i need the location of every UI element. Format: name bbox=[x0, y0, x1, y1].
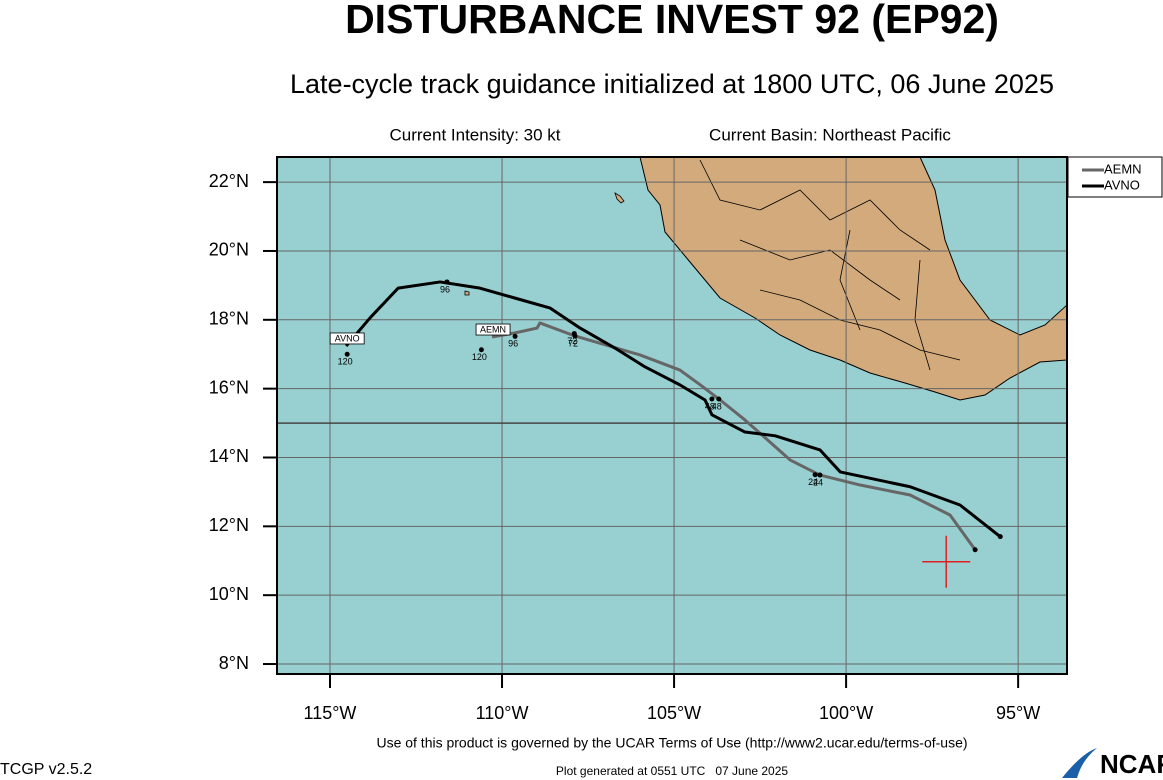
forecast-point bbox=[571, 331, 577, 337]
state-borders bbox=[699, 159, 961, 371]
intensity: Current Intensity: 30 kt bbox=[389, 125, 560, 144]
forecast-point bbox=[512, 333, 518, 339]
subtitle: Late-cycle track guidance initialized at… bbox=[290, 69, 1054, 99]
footer: Use of this product is governed by the U… bbox=[376, 735, 967, 751]
island bbox=[614, 192, 625, 204]
y-tick-label: 8°N bbox=[219, 653, 249, 673]
forecast-hour: 24 bbox=[813, 477, 823, 487]
forecast-point bbox=[344, 351, 350, 357]
version: TCGP v2.5.2 bbox=[0, 761, 92, 778]
y-tick-label: 14°N bbox=[209, 446, 249, 466]
x-tick-label: 95°W bbox=[996, 703, 1040, 723]
title: DISTURBANCE INVEST 92 (EP92) bbox=[345, 0, 999, 42]
forecast-hour: 120 bbox=[472, 352, 487, 362]
forecast-point bbox=[444, 279, 450, 285]
logo-mark bbox=[1062, 748, 1097, 778]
y-tick-label: 20°N bbox=[209, 240, 249, 260]
forecast-point bbox=[812, 472, 818, 478]
generated: Plot generated at 0551 UTC 07 June 2025 bbox=[556, 764, 788, 778]
x-tick-label: 100°W bbox=[819, 703, 873, 723]
forecast-hour: 24 bbox=[808, 477, 818, 487]
land-group bbox=[464, 157, 1067, 401]
track-start bbox=[972, 547, 978, 553]
legend-label: AEMN bbox=[1104, 161, 1142, 176]
y-tick-label: 10°N bbox=[209, 584, 249, 604]
forecast-hour: 96 bbox=[508, 339, 518, 349]
legend-box bbox=[1067, 156, 1163, 198]
track-end-box bbox=[475, 323, 511, 336]
map-frame bbox=[276, 156, 1068, 675]
forecast-hour: 72 bbox=[568, 338, 578, 348]
legend-label: AVNO bbox=[1104, 177, 1140, 192]
x-tick-label: 110°W bbox=[476, 703, 529, 723]
track-start bbox=[997, 534, 1003, 540]
x-tick-label: 115°W bbox=[304, 703, 357, 723]
land bbox=[639, 157, 1067, 401]
logo: NCAR bbox=[1100, 749, 1163, 779]
y-tick-label: 16°N bbox=[209, 377, 249, 397]
forecast-point bbox=[716, 396, 722, 402]
forecast-point bbox=[478, 347, 484, 353]
forecast-hour: 96 bbox=[440, 284, 450, 294]
grid-group: 115°W 110°W 105°W 100°W 95°W 8°N 10°N 12°N 14°N 1… bbox=[209, 157, 1067, 723]
track-end-label: AVNO bbox=[335, 333, 360, 343]
forecast-hour: 120 bbox=[338, 357, 353, 367]
forecast-hour: 48 bbox=[705, 401, 715, 411]
forecast-hour: 48 bbox=[712, 401, 722, 411]
forecast-point bbox=[817, 472, 823, 478]
forecast-point bbox=[709, 396, 715, 402]
island bbox=[464, 290, 470, 296]
basin: Current Basin: Northeast Pacific bbox=[709, 125, 951, 144]
track-end-label: AEMN bbox=[480, 324, 506, 334]
y-tick-label: 12°N bbox=[209, 515, 249, 535]
y-tick-label: 22°N bbox=[209, 171, 249, 191]
x-tick-label: 105°W bbox=[647, 703, 701, 723]
forecast-hour: 72 bbox=[567, 336, 577, 346]
y-tick-label: 18°N bbox=[209, 309, 249, 329]
track-end-box bbox=[329, 332, 365, 345]
current-position bbox=[922, 535, 971, 588]
